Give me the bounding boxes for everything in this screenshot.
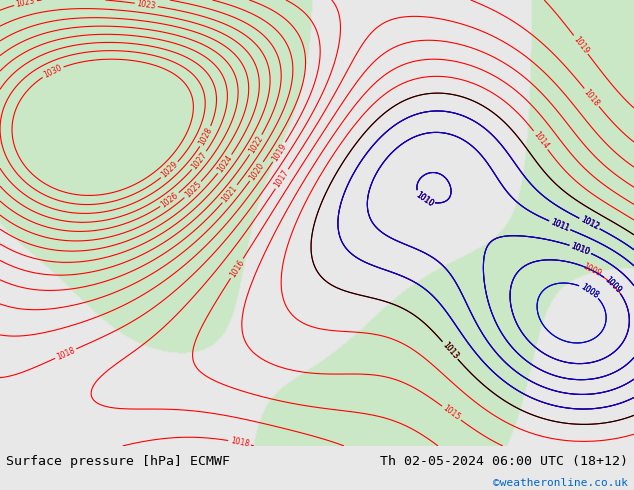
Text: 1008: 1008 xyxy=(579,282,600,300)
Text: 1014: 1014 xyxy=(531,130,550,150)
Text: 1010: 1010 xyxy=(413,190,434,208)
Text: 1010: 1010 xyxy=(413,190,434,208)
Text: Th 02-05-2024 06:00 UTC (18+12): Th 02-05-2024 06:00 UTC (18+12) xyxy=(380,455,628,468)
Text: 1009: 1009 xyxy=(603,275,623,295)
Text: 1018: 1018 xyxy=(582,87,601,108)
Text: 1008: 1008 xyxy=(579,282,600,300)
Text: 1024: 1024 xyxy=(216,154,234,174)
Text: 1009: 1009 xyxy=(603,275,623,295)
Text: 1015: 1015 xyxy=(441,404,462,422)
Text: 1011: 1011 xyxy=(549,218,571,233)
Text: 1029: 1029 xyxy=(160,160,179,180)
Text: 1016: 1016 xyxy=(228,258,246,279)
Text: 1012: 1012 xyxy=(579,215,600,232)
Text: 1018: 1018 xyxy=(230,436,250,449)
Text: 1023: 1023 xyxy=(136,0,157,11)
Text: 1026: 1026 xyxy=(159,191,180,209)
Text: 1030: 1030 xyxy=(42,63,63,80)
Text: 1010: 1010 xyxy=(413,190,434,208)
Text: 1013: 1013 xyxy=(441,340,460,361)
Text: 1010: 1010 xyxy=(570,242,591,257)
Text: 1009: 1009 xyxy=(581,262,602,278)
Text: 1011: 1011 xyxy=(549,218,571,233)
Text: 1018: 1018 xyxy=(55,345,76,362)
Text: 1020: 1020 xyxy=(247,161,266,182)
Text: 1027: 1027 xyxy=(190,150,209,171)
Text: 1028: 1028 xyxy=(197,126,214,147)
Text: 1019: 1019 xyxy=(270,142,288,163)
Text: 1023: 1023 xyxy=(15,0,36,9)
Text: 1021: 1021 xyxy=(220,184,240,204)
Text: 1012: 1012 xyxy=(579,215,600,232)
Text: 1025: 1025 xyxy=(183,180,203,199)
Text: 1013: 1013 xyxy=(441,340,460,361)
Text: ©weatheronline.co.uk: ©weatheronline.co.uk xyxy=(493,478,628,489)
Text: 1010: 1010 xyxy=(570,242,591,257)
Text: 1010: 1010 xyxy=(570,242,591,257)
Text: 1019: 1019 xyxy=(571,34,590,55)
Text: 1017: 1017 xyxy=(273,169,291,190)
Text: 1022: 1022 xyxy=(247,134,265,155)
Text: 1011: 1011 xyxy=(549,218,571,233)
Text: Surface pressure [hPa] ECMWF: Surface pressure [hPa] ECMWF xyxy=(6,455,230,468)
Text: 1012: 1012 xyxy=(579,215,600,232)
